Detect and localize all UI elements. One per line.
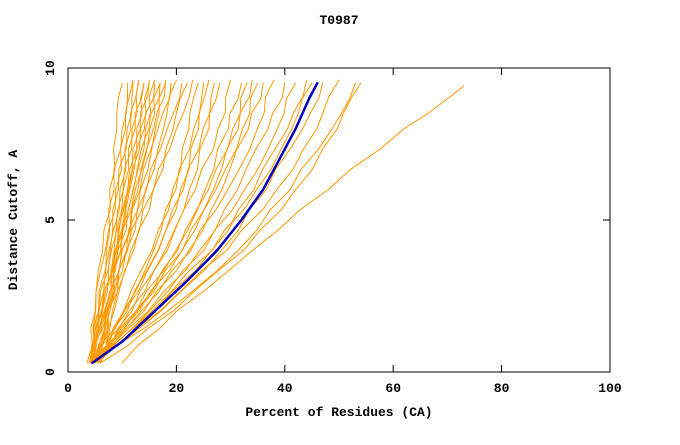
y-axis-label: Distance Cutoff, A	[6, 150, 21, 291]
series-model-41	[100, 82, 362, 364]
series-model-01	[89, 82, 123, 364]
series-model-38	[97, 82, 324, 364]
x-tick-label: 60	[385, 381, 401, 396]
series-model-35	[91, 82, 297, 364]
x-tick-label: 80	[494, 381, 510, 396]
series-model-14	[94, 82, 161, 364]
series-model-02	[91, 82, 129, 364]
y-tick-label: 10	[43, 60, 58, 76]
plot-area: 0 20 40 60 80 100 0 5 10	[43, 60, 622, 396]
series-model-10	[94, 82, 150, 364]
y-tick-label: 5	[43, 216, 58, 224]
series-model-40	[94, 82, 356, 364]
series-model-24	[94, 79, 210, 364]
x-tick-label: 100	[598, 381, 622, 396]
axis-frame	[67, 67, 611, 373]
x-tick-label: 0	[64, 381, 72, 396]
series-model-34	[94, 82, 286, 364]
series-model-27	[89, 79, 232, 364]
series-model-39	[89, 79, 340, 364]
series-model-07	[89, 82, 145, 364]
x-axis-label: Percent of Residues (CA)	[245, 405, 432, 420]
series-model-33	[89, 79, 275, 364]
series-model-31	[89, 82, 259, 364]
series-model-17	[89, 82, 172, 364]
series-model-19	[89, 82, 183, 364]
series-model-25	[89, 82, 215, 364]
x-tick-label: 20	[169, 381, 185, 396]
x-tick-label: 40	[277, 381, 293, 396]
series-model-23	[91, 82, 204, 364]
series-highlighted-model	[91, 81, 319, 365]
series-model-37	[89, 82, 313, 364]
series-model-32	[97, 82, 264, 364]
series-model-03	[86, 79, 134, 364]
series-model-36	[94, 79, 307, 364]
series-model-28	[94, 82, 242, 364]
series-model-09	[91, 79, 150, 364]
series-model-13	[89, 82, 161, 364]
y-tick-label: 0	[43, 368, 58, 376]
chart-title: T0987	[319, 13, 358, 28]
series-model-outlier	[121, 85, 465, 364]
series-model-15	[91, 79, 167, 364]
series-model-21	[89, 79, 194, 364]
series-model-11	[89, 82, 156, 364]
series-model-20	[97, 82, 188, 364]
